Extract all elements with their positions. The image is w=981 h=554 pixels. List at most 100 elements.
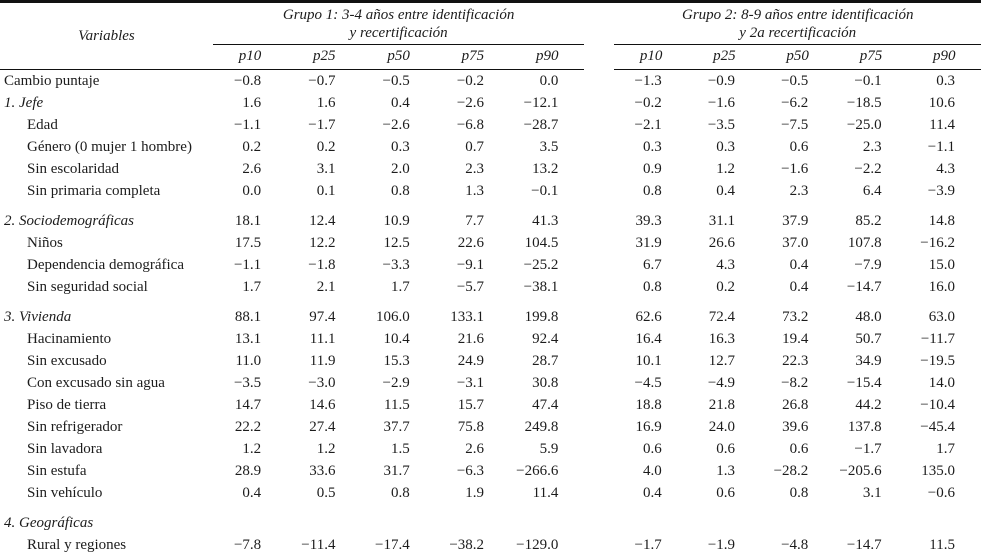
cell-value-group2-p25: 4.3 [716,257,736,273]
cell-value-group2-p25: 1.2 [716,161,736,177]
row-label: Edad [27,117,58,133]
cell-value-group1-p25: 11.9 [309,353,336,369]
cell-value-group2-p10: 16.9 [635,419,662,435]
cell-value-group1-p50: 0.4 [391,95,410,111]
table-row: Sin vehículo 0.4 0.5 0.8 1.9 11.4 0.4 0.6 0.8 3.1… [0,482,981,504]
cell-value-group1-p75: 1.3 [465,183,485,199]
row-label: Piso de tierra [27,397,107,413]
cell-value-group1-p50: 37.7 [383,419,410,435]
group2-title-line2: y 2a recertificación [739,25,857,41]
cell-value-group1-p25: 0.1 [316,183,336,199]
cell-value-group1-p10: 88.1 [234,309,262,325]
cell-value-group1-p50: 31.7 [383,463,410,479]
group1-col-p75: p75 [435,44,511,70]
table-body: Cambio puntaje −0.8 −0.7 −0.5 −0.2 0.0 −1.3 −0.… [0,70,981,554]
row-label: Sin estufa [27,463,87,479]
cell-value-group2-p75: −7.9 [854,257,882,273]
cell-value-group1-p25: 97.4 [309,309,336,325]
group2-col-p10: p10 [614,44,688,70]
cell-value-group1-p10: 1.6 [242,95,262,111]
group1-col-p50: p50 [361,44,436,70]
group2-col-p90: p90 [907,44,981,70]
table-row: Niños 17.5 12.2 12.5 22.6 104.5 31.9 26.6 37.0 10… [0,232,981,254]
cell-value-group1-p10: 17.5 [234,235,262,251]
cell-value-group1-p50: −17.4 [375,537,410,553]
cell-value-group2-p10: 18.8 [635,397,662,413]
column-gap [584,202,614,232]
cell-value-group1-p50: 0.8 [391,183,410,199]
cell-value-group1-p10: 18.1 [234,213,262,229]
cell-value-group1-p90: 249.8 [524,419,559,435]
cell-value-group2-p90: −0.6 [927,485,955,501]
row-label: Sin seguridad social [27,279,148,295]
cell-value-group1-p75: 24.9 [457,353,485,369]
column-gap [584,350,614,372]
row-label: Rural y regiones [27,537,127,553]
group2-title: Grupo 2: 8-9 años entre identificación y… [614,1,981,45]
group2-col-p25: p25 [687,44,762,70]
column-gap [584,114,614,136]
cell-value-group2-p90: 1.7 [936,441,955,457]
cell-value-group2-p10: 39.3 [635,213,662,229]
row-label: Sin refrigerador [27,419,123,435]
group2-col-p50: p50 [761,44,835,70]
row-label: Cambio puntaje [4,73,100,89]
cell-value-group1-p50: −0.5 [382,73,410,89]
cell-value-group2-p50: −28.2 [773,463,809,479]
cell-value-group2-p10: 4.0 [643,463,662,479]
cell-value-group2-p75: −25.0 [846,117,882,133]
cell-value-group2-p25 [688,504,761,534]
cell-value-group1-p10: 14.7 [234,397,262,413]
cell-value-group1-p50: −2.9 [382,375,410,391]
cell-value-group2-p25: 12.7 [708,353,736,369]
cell-value-group2-p75: −205.6 [839,463,882,479]
cell-value-group1-p90: 92.4 [532,331,559,347]
cell-value-group2-p25: 0.2 [716,279,736,295]
cell-value-group2-p90 [908,504,981,534]
cell-value-group2-p10: 10.1 [635,353,662,369]
cell-value-group2-p50: 0.8 [789,485,809,501]
column-gap [584,394,614,416]
cell-value-group1-p10 [213,504,287,534]
cell-value-group2-p50: −7.5 [781,117,809,133]
cell-value-group1-p75: 75.8 [457,419,485,435]
cell-value-group2-p25: 0.6 [716,485,736,501]
cell-value-group1-p90: 41.3 [532,213,559,229]
cell-value-group1-p90: 199.8 [524,309,559,325]
cell-value-group1-p90: 28.7 [532,353,559,369]
cell-value-group2-p25: −1.9 [707,537,736,553]
cell-value-group2-p10: −2.1 [634,117,662,133]
cell-value-group1-p50: −2.6 [382,117,410,133]
cell-value-group2-p25: 16.3 [708,331,736,347]
row-label: Dependencia demográfica [27,257,184,273]
column-gap [584,504,614,534]
cell-value-group1-p25: 14.6 [309,397,336,413]
cell-value-group2-p10: 0.9 [643,161,662,177]
cell-value-group2-p75: −14.7 [846,537,882,553]
cell-value-group1-p10: −0.8 [233,73,262,89]
cell-value-group1-p25: 0.5 [316,485,336,501]
cell-value-group2-p25: 1.3 [716,463,736,479]
cell-value-group2-p75: 44.2 [855,397,882,413]
column-gap [584,136,614,158]
cell-value-group1-p50: 12.5 [383,235,410,251]
cell-value-group1-p10: 0.0 [242,183,262,199]
cell-value-group2-p90: 135.0 [921,463,955,479]
column-gap [584,158,614,180]
percentile-header-row: p10 p25 p50 p75 p90 p10 p25 p50 p75 p90 [0,44,981,70]
cell-value-group1-p10: 0.4 [242,485,262,501]
cell-value-group1-p50: −3.3 [382,257,410,273]
cell-value-group1-p25: 27.4 [309,419,336,435]
cell-value-group1-p75: −9.1 [456,257,485,273]
cell-value-group2-p75: 48.0 [855,309,882,325]
cell-value-group1-p50: 10.4 [383,331,410,347]
cell-value-group1-p90: 47.4 [532,397,559,413]
cell-value-group1-p90: 30.8 [532,375,559,391]
group2-col-p75: p75 [834,44,908,70]
cell-value-group1-p50 [361,504,435,534]
cell-value-group2-p10: 0.8 [643,183,662,199]
cell-value-group1-p25: −3.0 [308,375,336,391]
cell-value-group2-p25: −0.9 [707,73,736,89]
cell-value-group2-p75: 2.3 [862,139,882,155]
